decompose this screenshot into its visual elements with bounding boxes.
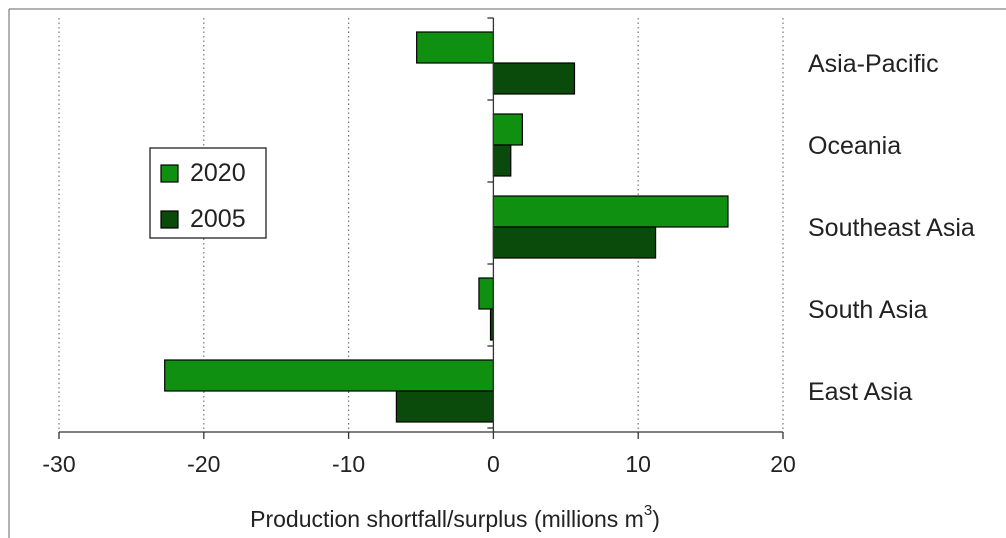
x-tick-label: -10 — [332, 451, 365, 477]
x-tick-label: 10 — [625, 451, 651, 477]
category-labels: Asia-Pacific Oceania Southeast Asia South A… — [808, 50, 975, 406]
axes — [59, 17, 783, 433]
bar-2020-south-asia — [478, 277, 495, 310]
bar-2020-southeast-asia — [492, 195, 729, 228]
bar-2005-east-asia — [395, 390, 495, 423]
bars — [164, 31, 729, 423]
category-label: South Asia — [808, 296, 928, 324]
x-axis-title: Production shortfall/surplus (millions m… — [250, 502, 660, 532]
bar-2005-asia-pacific — [492, 62, 576, 95]
bar-2005-southeast-asia — [492, 226, 657, 259]
x-axis-ticks: -30 -20 -10 0 10 20 — [42, 432, 796, 477]
category-label: Southeast Asia — [808, 214, 975, 242]
bar-2020-asia-pacific — [416, 31, 495, 64]
x-tick-label: 20 — [770, 451, 796, 477]
legend-swatch — [160, 164, 179, 183]
category-label: Asia-Pacific — [808, 50, 939, 78]
legend-label: 2005 — [190, 205, 246, 233]
x-tick-label: -20 — [187, 451, 220, 477]
bar-2020-oceania — [492, 113, 523, 146]
category-label: East Asia — [808, 378, 912, 406]
legend-swatch — [160, 210, 179, 229]
x-tick-label: 0 — [487, 451, 500, 477]
bar-2005-oceania — [492, 144, 512, 177]
category-label: Oceania — [808, 132, 901, 160]
bar-2020-east-asia — [164, 359, 495, 392]
legend: 2020 2005 — [149, 147, 267, 239]
x-tick-label: -30 — [42, 451, 75, 477]
legend-label: 2020 — [190, 159, 246, 187]
